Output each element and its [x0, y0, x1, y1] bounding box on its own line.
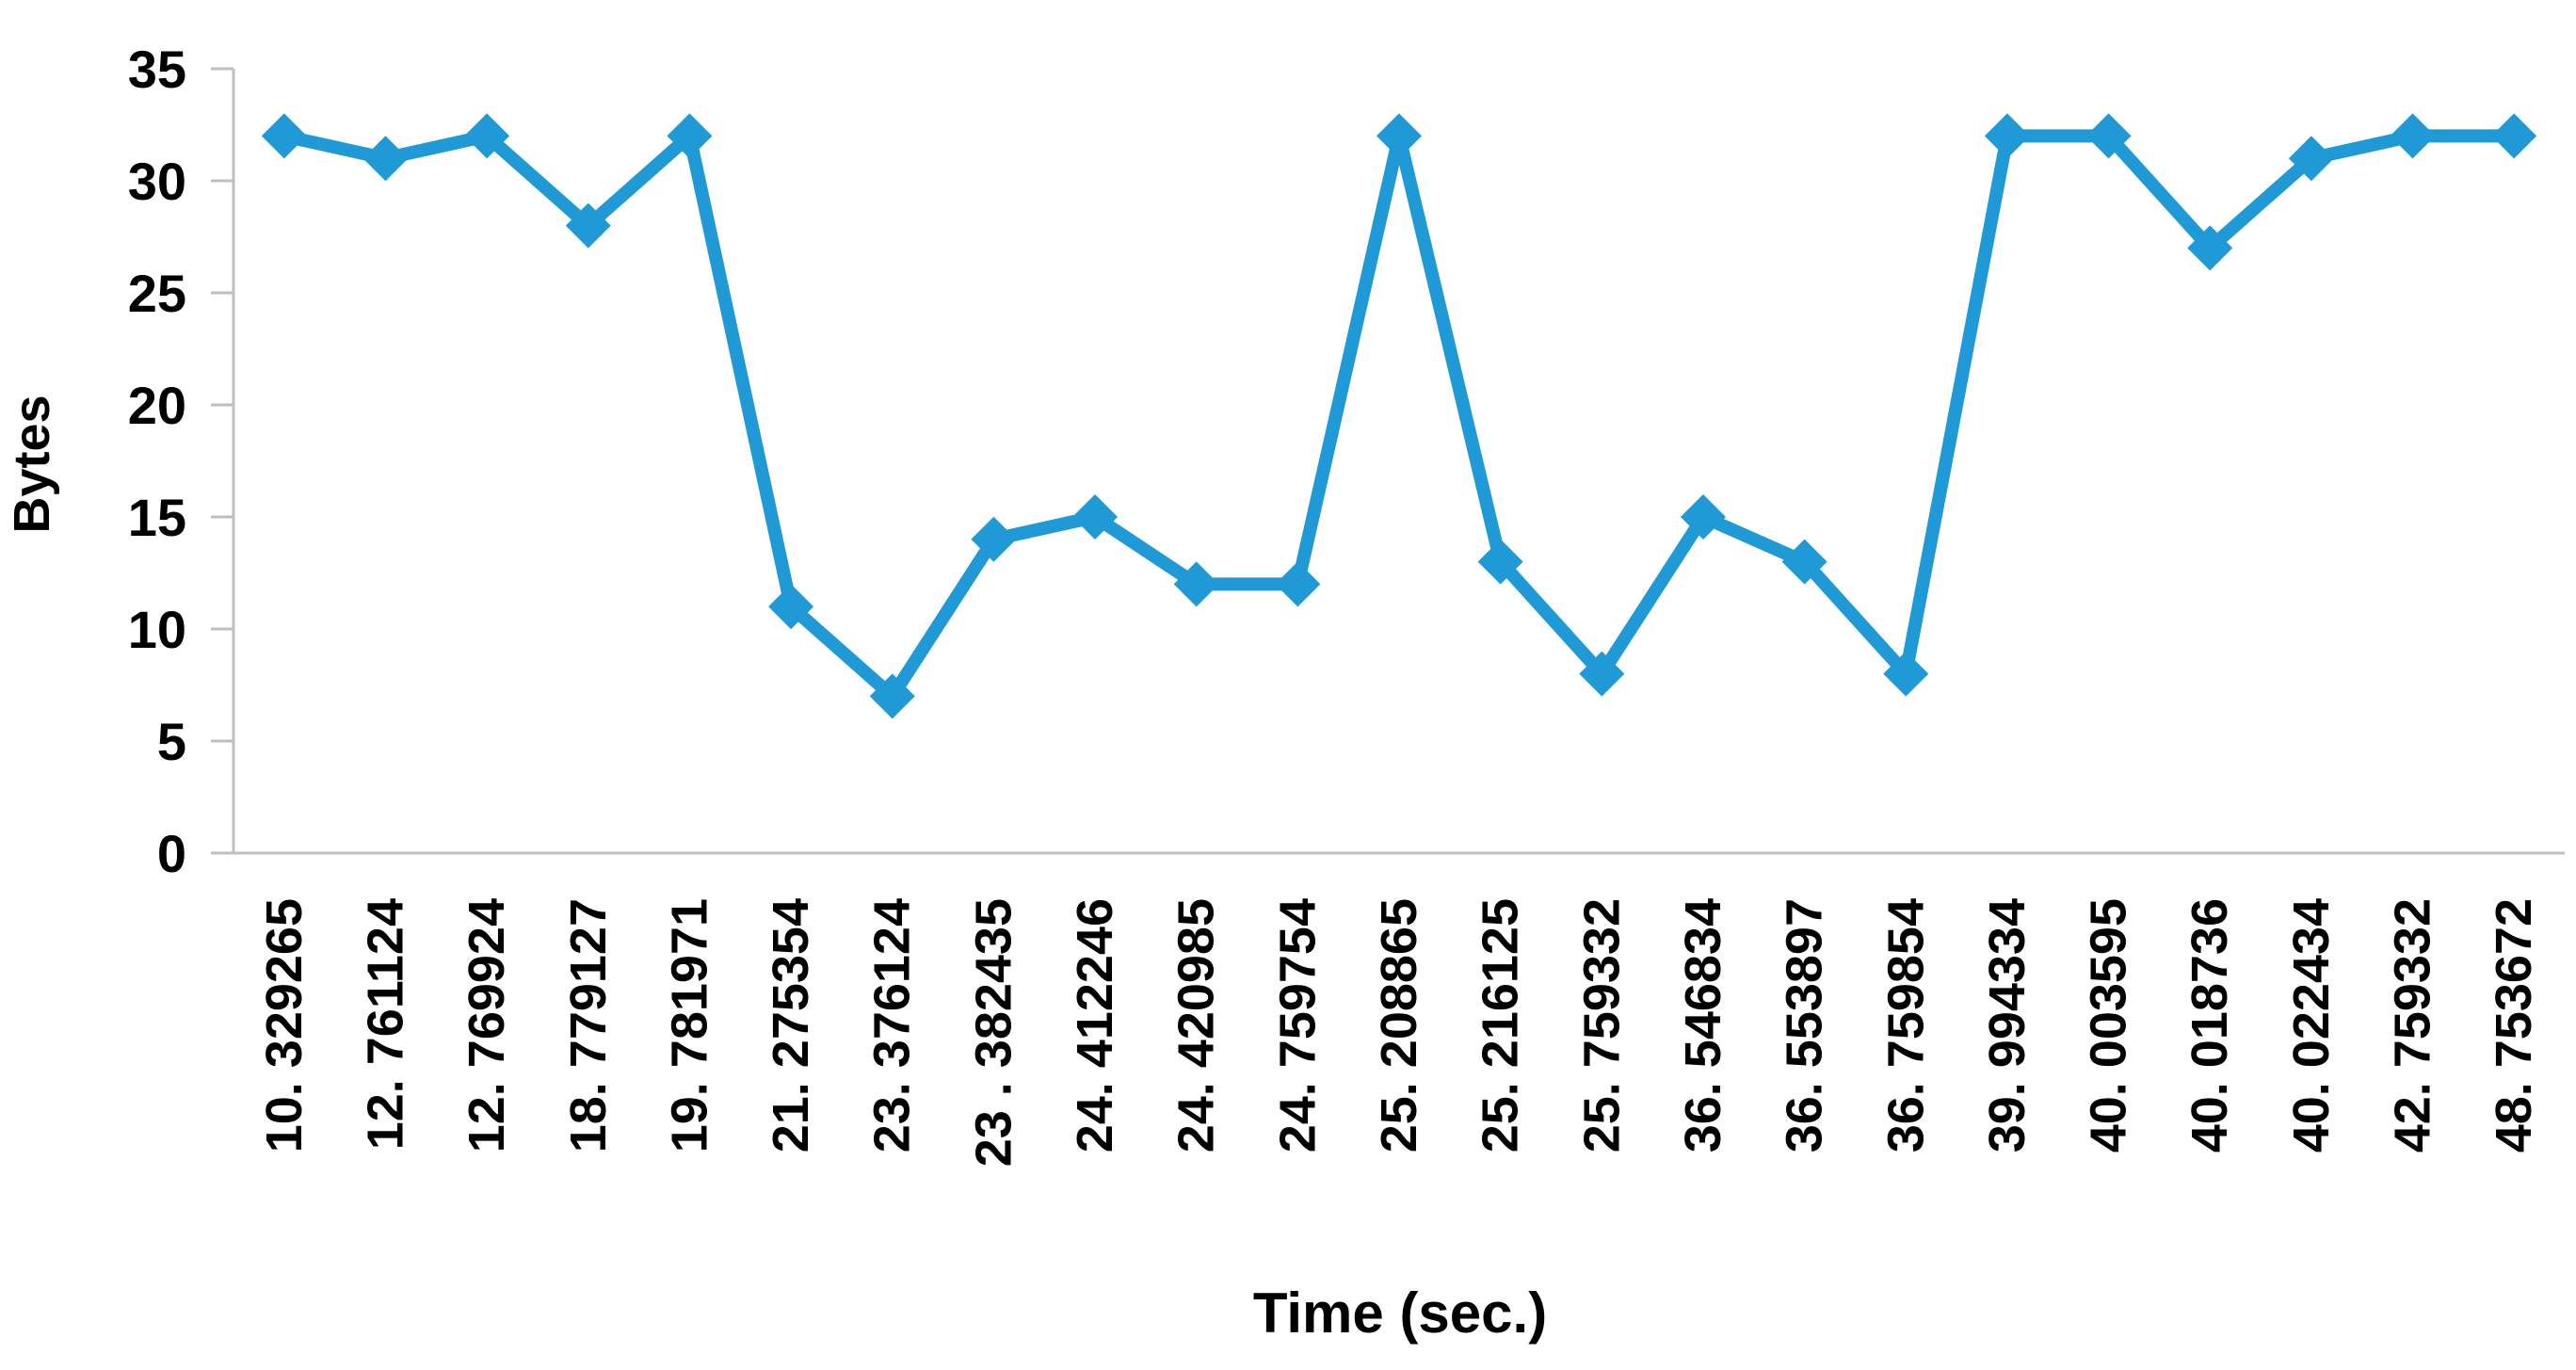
data-point-marker	[1275, 561, 1321, 607]
y-tick-label: 10	[128, 600, 186, 659]
data-point-marker	[2390, 113, 2436, 159]
x-tick-label: 10. 329265	[256, 898, 313, 1152]
data-point-marker	[2085, 113, 2132, 159]
y-axis-title: Bytes	[4, 395, 60, 533]
data-point-marker	[869, 673, 915, 719]
data-point-marker	[667, 113, 713, 159]
x-tick-label: 23 . 382435	[965, 898, 1022, 1167]
x-tick-label: 23. 376124	[864, 898, 921, 1152]
data-point-marker	[2187, 225, 2233, 271]
x-tick-label: 39. 994334	[1979, 898, 2036, 1152]
x-tick-label: 12. 769924	[459, 898, 515, 1152]
x-tick-label: 42. 759332	[2385, 898, 2441, 1152]
data-point-marker	[1883, 651, 1929, 697]
data-point-marker	[1680, 494, 1726, 540]
data-point-marker	[2288, 136, 2334, 182]
x-tick-label: 12. 761124	[357, 898, 413, 1150]
y-tick-label: 25	[128, 264, 186, 323]
data-point-marker	[1579, 651, 1625, 697]
x-tick-label: 24. 420985	[1168, 898, 1225, 1152]
y-tick-label: 20	[128, 376, 186, 435]
series-layer	[261, 113, 2537, 719]
data-point-marker	[768, 584, 814, 630]
y-tick-labels: 0 5 10 15 20 25 30 35	[128, 40, 186, 883]
x-tick-label: 18. 779127	[560, 898, 617, 1152]
y-tick-label: 15	[128, 488, 186, 547]
y-tick-label: 30	[128, 152, 186, 211]
x-tick-label: 24. 759754	[1269, 898, 1326, 1152]
data-point-marker	[261, 113, 307, 159]
data-point-marker	[971, 516, 1017, 562]
x-axis-title: Time (sec.)	[1253, 1281, 1547, 1345]
y-tick-label: 5	[157, 712, 186, 771]
x-tick-label: 25. 216125	[1473, 898, 1529, 1152]
x-tick-labels: 10. 329265 12. 761124 12. 769924 18. 779127…	[256, 898, 2542, 1167]
data-point-marker	[1377, 113, 1422, 159]
x-tick-label: 19. 781971	[661, 898, 717, 1152]
data-point-marker	[1072, 494, 1119, 540]
data-point-marker	[1984, 113, 2030, 159]
x-tick-label: 25. 759332	[1573, 898, 1630, 1152]
data-point-marker	[362, 136, 409, 182]
x-tick-label: 40. 022434	[2283, 898, 2340, 1152]
x-tick-label: 40. 018736	[2182, 898, 2238, 1152]
x-tick-label: 24. 412246	[1067, 898, 1123, 1152]
y-tick-label: 35	[128, 40, 186, 99]
data-point-marker	[1781, 539, 1827, 585]
axes	[211, 67, 2565, 855]
x-tick-label: 48. 753672	[2486, 898, 2542, 1152]
x-tick-label: 25. 208865	[1371, 898, 1427, 1152]
x-tick-label: 40. 003595	[2081, 898, 2137, 1152]
data-point-marker	[565, 202, 611, 249]
data-point-marker	[1477, 539, 1523, 585]
data-point-marker	[2491, 113, 2537, 159]
x-tick-label: 36. 759854	[1877, 898, 1934, 1152]
x-tick-label: 36. 546834	[1675, 898, 1731, 1152]
data-point-marker	[464, 113, 510, 159]
y-tick-label: 0	[157, 824, 186, 883]
x-tick-label: 21. 275354	[763, 898, 819, 1152]
data-point-marker	[1173, 561, 1219, 607]
x-tick-label: 36. 553897	[1777, 898, 1833, 1152]
series-line	[277, 129, 2521, 703]
